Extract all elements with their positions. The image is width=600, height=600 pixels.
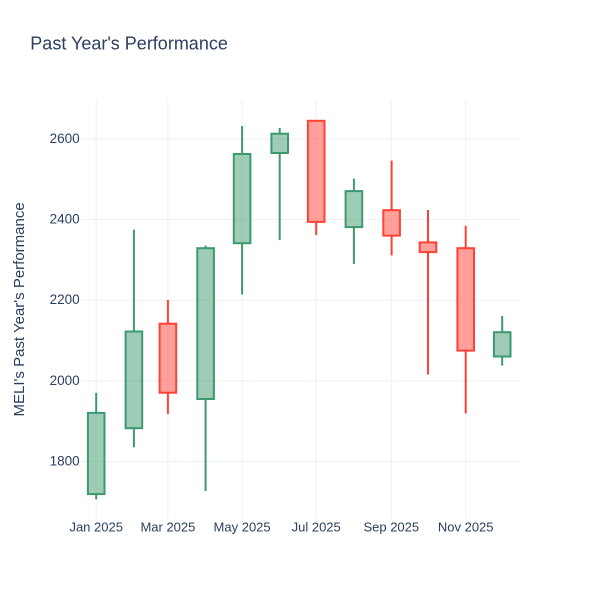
svg-text:May 2025: May 2025	[214, 520, 271, 535]
svg-text:Past Year's Performance: Past Year's Performance	[30, 34, 228, 54]
svg-text:MELI's Past Year's Performance: MELI's Past Year's Performance	[11, 202, 28, 416]
svg-text:Jan 2025: Jan 2025	[69, 520, 123, 535]
svg-text:2200: 2200	[50, 292, 80, 307]
svg-text:Sep 2025: Sep 2025	[363, 520, 419, 535]
svg-text:Jul 2025: Jul 2025	[292, 520, 341, 535]
svg-text:1800: 1800	[50, 454, 80, 469]
svg-text:2400: 2400	[50, 212, 80, 227]
svg-text:Nov 2025: Nov 2025	[438, 520, 494, 535]
svg-text:2600: 2600	[50, 131, 80, 146]
svg-text:2000: 2000	[50, 373, 80, 388]
svg-text:Mar 2025: Mar 2025	[140, 520, 195, 535]
